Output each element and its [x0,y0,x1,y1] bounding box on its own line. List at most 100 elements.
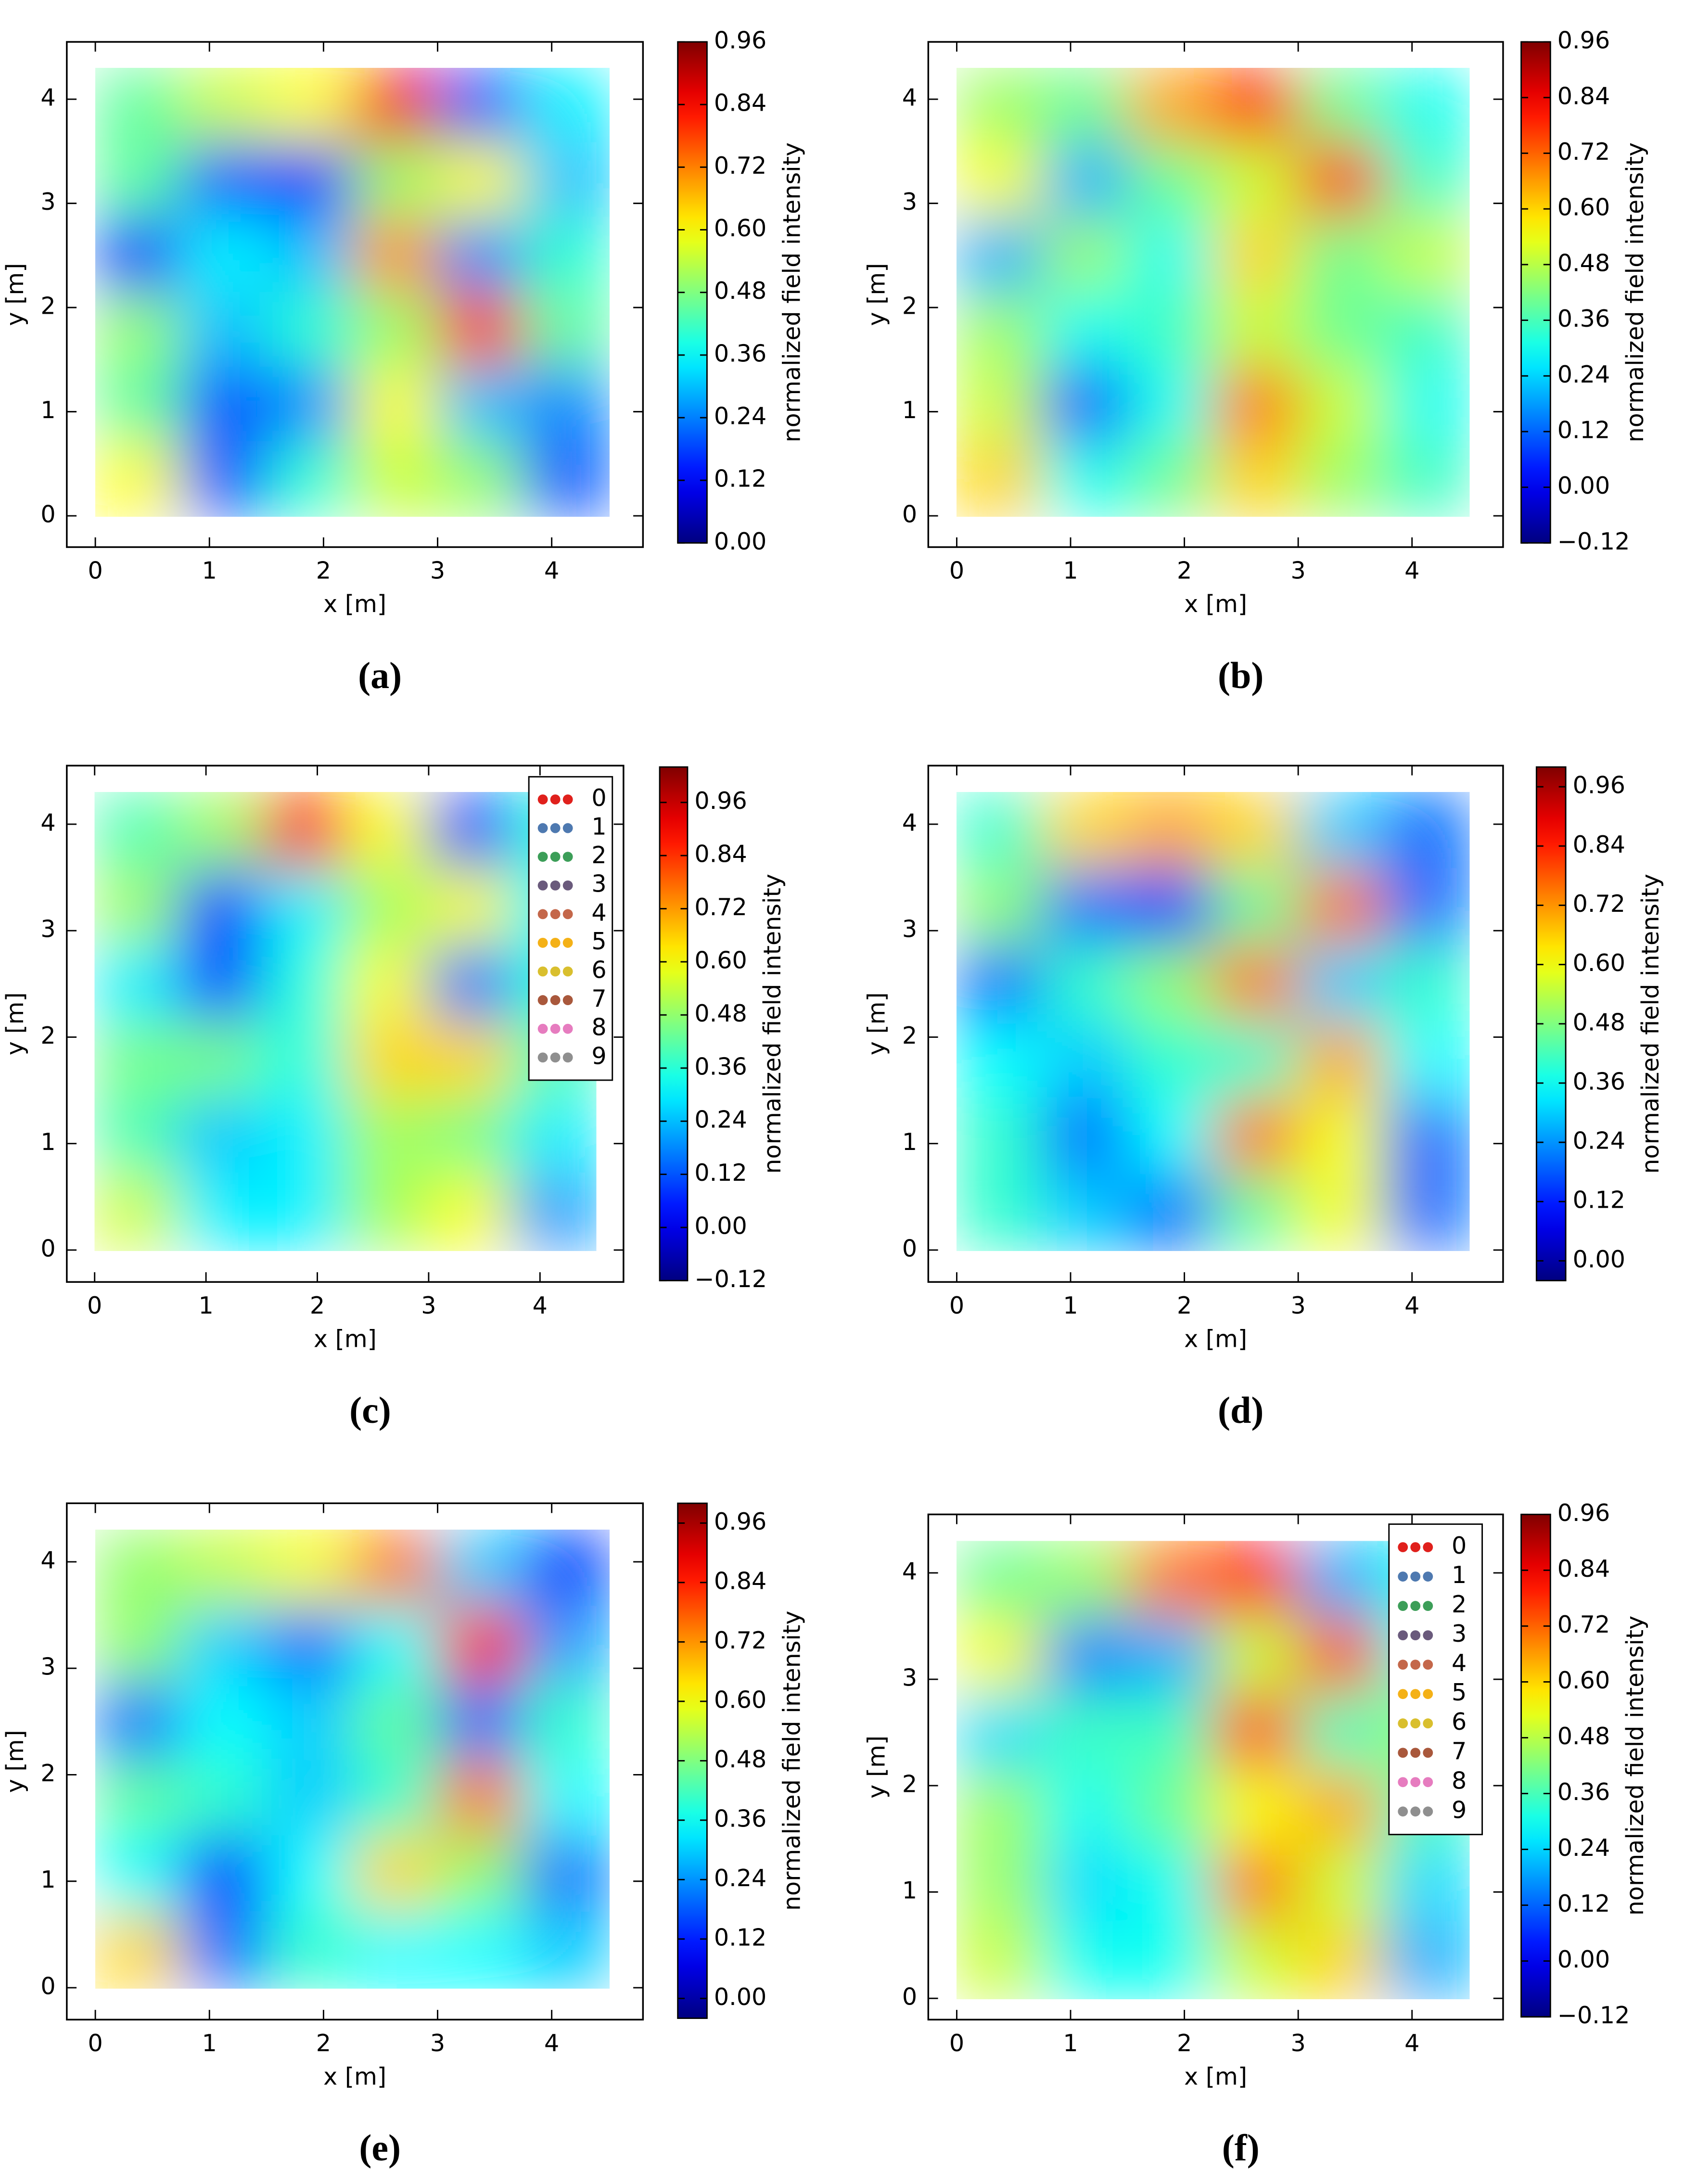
heatmap-cell [523,217,610,293]
heatmap-cell [95,1911,182,1989]
legend-marker [562,966,573,977]
colorbar-tick-label: 0.96 [694,787,747,815]
legend-marker [550,909,561,920]
heatmap-cell [266,441,353,517]
x-tick-label: 0 [88,2029,102,2057]
legend-label: 7 [591,984,606,1012]
legend-marker [1398,1718,1408,1729]
y-tick-label: 1 [40,1865,55,1893]
x-tick-label: 1 [1063,1291,1078,1319]
heatmap-cell [94,1021,179,1098]
heatmap-cell [1383,868,1470,946]
legend-marker [537,1052,548,1063]
caption: (c) [349,1389,391,1431]
legend-marker [1423,1630,1433,1641]
heatmap-cell [957,868,1043,946]
y-tick-label: 4 [902,808,917,836]
y-axis-label: y [m] [863,992,891,1055]
heatmap-cell [957,1174,1043,1251]
heatmap-cell [523,142,610,218]
colorbar-tick-label: 0.72 [714,152,766,179]
heatmap-cell [1212,868,1299,946]
colorbar-tick-label: 0.24 [714,402,766,430]
colorbar-tick-label: 0.48 [1557,1722,1610,1750]
heatmap-cell [1298,945,1385,1022]
colorbar-tick-label: 0.36 [714,339,766,367]
heatmap-cell [957,1021,1043,1098]
heatmap-cell [1127,1617,1214,1694]
legend-marker [1423,1718,1433,1729]
heatmap-cell [1383,292,1470,368]
colorbar-tick-label: 0.36 [714,1804,766,1832]
heatmap-cell [180,217,268,293]
heatmap-cell [428,1174,513,1251]
legend-label: 1 [1452,1561,1467,1589]
x-tick-label: 4 [1404,1291,1419,1319]
legend-marker [537,995,548,1006]
legend-marker [550,938,561,948]
legend-marker [1410,1777,1421,1788]
colorbar-tick-label: 0.96 [1573,771,1625,799]
heatmap-cell [352,366,438,442]
heatmap-cell [957,1693,1043,1771]
colorbar-tick-label: 0.72 [694,893,747,921]
x-tick-label: 2 [1177,1291,1192,1319]
heatmap-cell [352,1759,438,1836]
colorbar-tick-label: 0.96 [714,1507,766,1535]
x-tick-label: 4 [544,2029,559,2057]
plot-frame [927,765,1504,1283]
plot-frame [66,41,644,548]
heatmap-cell [1212,1617,1299,1694]
heatmap [957,68,1470,517]
heatmap-cell [523,1682,610,1760]
colorbar-tick-label: 0.24 [1573,1127,1625,1155]
heatmap-cell [1212,945,1299,1022]
colorbar-tick-label: 0.84 [694,840,747,868]
heatmap-cell [1298,792,1385,869]
heatmap-cell [1127,1693,1214,1771]
colorbar-tick-label: −0.12 [1557,2001,1630,2029]
legend-marker [562,852,573,862]
y-tick-label: 1 [40,1128,55,1156]
legend-marker [550,1052,561,1063]
heatmap-cell [1383,441,1470,517]
heatmap-cell [261,1021,346,1098]
heatmap-cell [1127,945,1214,1022]
x-tick-label: 3 [1291,1291,1306,1319]
heatmap-cell [178,1021,263,1098]
x-tick-label: 0 [949,1291,964,1319]
x-tick-label: 4 [1404,557,1419,585]
colorbar-tick-label: 0.48 [694,999,747,1027]
heatmap-cell [352,1682,438,1760]
heatmap-cell [1383,1174,1470,1251]
heatmap-cell [512,1174,597,1251]
legend-marker [1398,1571,1408,1582]
heatmap-cell [180,68,268,143]
heatmap-cell [95,142,182,218]
legend-label: 6 [1452,1708,1467,1736]
y-tick-label: 0 [40,500,55,528]
colorbar-tick-label: 0.96 [714,26,766,54]
heatmap-cell [428,1097,513,1175]
heatmap-cell [1042,792,1128,869]
y-axis-label: y [m] [1,263,29,326]
y-tick-label: 3 [40,915,55,943]
heatmap-cell [957,1097,1043,1175]
y-tick-label: 2 [40,1759,55,1787]
legend-marker [1423,1542,1433,1552]
colorbar-tick-label: 0.48 [714,277,766,305]
heatmap [94,792,597,1251]
legend-marker [1423,1571,1433,1582]
heatmap-cell [1212,366,1299,442]
colorbar-tick-label: 0.24 [694,1106,747,1134]
heatmap-cell [437,1835,524,1912]
y-tick-label: 1 [40,396,55,424]
heatmap-cell [523,292,610,368]
legend-marker [1410,1718,1421,1729]
heatmap-cell [95,1682,182,1760]
heatmap-cell [1298,441,1385,517]
x-tick-label: 1 [202,2029,217,2057]
heatmap-cell [1212,142,1299,218]
heatmap-cell [1042,1097,1128,1175]
y-tick-label: 0 [40,1972,55,2000]
